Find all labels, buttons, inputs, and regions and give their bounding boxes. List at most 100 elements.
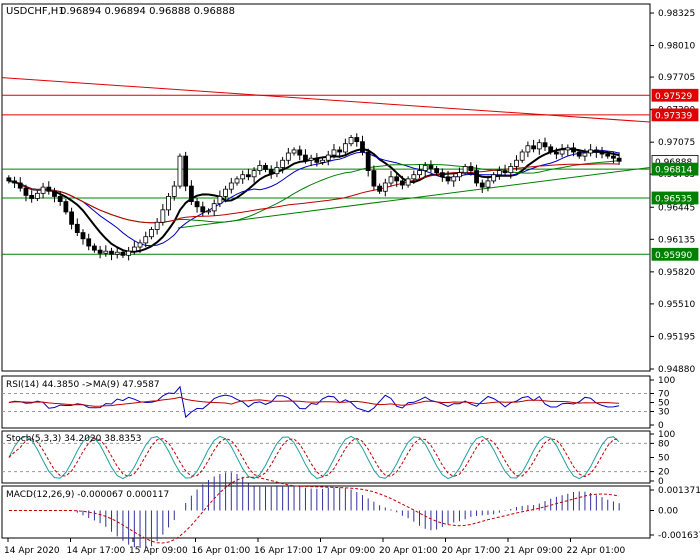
ma-mid-line <box>8 149 620 247</box>
y-tick-label: 80 <box>658 439 670 449</box>
candle-body <box>611 155 616 159</box>
candle-body <box>303 154 308 161</box>
candle-body <box>97 249 103 254</box>
candle-body <box>422 165 428 171</box>
candle-body <box>428 165 434 169</box>
candle-body <box>103 250 109 254</box>
rsi-signal-line <box>8 396 620 407</box>
x-tick-label: 14 Apr 17:00 <box>67 546 126 556</box>
x-tick-label: 17 Apr 09:00 <box>317 546 376 556</box>
price-labels: 0.975290.973390.968880.968140.965350.959… <box>651 88 699 261</box>
y-tick-label: 0.97705 <box>658 73 695 83</box>
candle-body <box>12 180 17 184</box>
y-tick-label: 0.94880 <box>658 365 695 375</box>
candle-body <box>46 186 52 192</box>
candle-body <box>337 149 343 153</box>
ohlc-label: 0.96894 0.96894 0.96888 0.96888 <box>60 6 235 17</box>
candle-body <box>251 170 257 178</box>
macd-signal-line <box>8 476 620 544</box>
y-tick-label: 30 <box>658 408 670 418</box>
candle-body <box>114 251 120 255</box>
candle-body <box>331 149 337 156</box>
candle-body <box>565 147 571 151</box>
candle-body <box>240 174 246 180</box>
candlesticks <box>6 133 622 261</box>
candle-body <box>354 137 360 143</box>
candle-body <box>268 169 274 175</box>
horizontal-level-lines <box>1 77 651 255</box>
candle-body <box>109 250 114 255</box>
candle-body <box>223 188 228 197</box>
candle-body <box>143 236 149 244</box>
stoch-k-line <box>8 435 620 480</box>
candle-body <box>131 246 137 252</box>
macd-panel: 0.001371 0.00 -0.001637 <box>8 472 700 549</box>
candle-body <box>548 146 554 153</box>
candle-body <box>285 152 291 161</box>
candle-body <box>571 147 576 153</box>
candle-body <box>280 159 286 168</box>
y-tick-label: 20 <box>658 468 670 478</box>
y-tick-label: 0.98325 <box>658 9 695 19</box>
candle-body <box>257 165 263 171</box>
rsi-title: RSI(14) 44.3850 ->MA(9) 47.9587 <box>6 380 160 390</box>
candle-body <box>34 192 40 199</box>
candle-body <box>382 182 388 192</box>
candle-body <box>137 242 143 248</box>
candle-body <box>491 174 497 182</box>
y-tick-label: 0.95820 <box>658 268 695 278</box>
candle-body <box>171 185 177 197</box>
ma-red-line <box>8 163 620 224</box>
candle-body <box>434 168 440 174</box>
candle-body <box>588 149 594 154</box>
candle-body <box>63 201 69 213</box>
candle-body <box>308 157 314 161</box>
price-label-box <box>651 191 699 205</box>
candle-body <box>188 185 194 202</box>
x-tick-label: 16 Apr 01:00 <box>192 546 251 556</box>
candle-body <box>234 178 240 184</box>
candle-body <box>177 155 183 187</box>
price-label-text: 0.97529 <box>655 92 692 102</box>
resistance-trendline <box>1 77 651 123</box>
y-tick-label: 100 <box>658 376 675 386</box>
candle-body <box>593 149 599 153</box>
candle-body <box>314 157 320 163</box>
candle-body <box>228 182 234 190</box>
candle-body <box>485 180 491 188</box>
candle-body <box>120 251 126 256</box>
candle-body <box>542 142 548 148</box>
y-tick-label: 100 <box>658 430 675 440</box>
price-label-text: 0.96814 <box>655 166 692 176</box>
candle-body <box>23 187 29 196</box>
price-label-box <box>651 162 699 176</box>
moving-averages <box>8 147 620 253</box>
candle-body <box>92 245 97 251</box>
candle-body <box>320 159 325 163</box>
panel-frame <box>1 485 651 539</box>
candle-body <box>194 201 200 208</box>
candle-body <box>377 185 382 192</box>
candle-body <box>154 221 160 230</box>
candle-body <box>160 209 166 223</box>
candle-body <box>40 186 46 194</box>
y-tick-label: 0.98010 <box>658 42 695 52</box>
candle-body <box>74 223 80 233</box>
candle-body <box>149 229 154 238</box>
candle-body <box>297 149 303 156</box>
price-label-text: 0.96535 <box>655 194 692 204</box>
candle-body <box>405 178 411 186</box>
candle-body <box>291 149 297 154</box>
candle-body <box>360 141 365 153</box>
x-tick-label: 14 Apr 2020 <box>4 546 60 556</box>
candle-body <box>400 180 405 186</box>
candle-body <box>263 165 268 170</box>
support-trendline <box>177 166 651 229</box>
y-tick-label: 50 <box>658 399 670 409</box>
candle-body <box>496 170 502 176</box>
candle-body <box>342 143 348 153</box>
candle-body <box>57 196 63 202</box>
time-axis: 14 Apr 2020 14 Apr 17:00 15 Apr 09:00 16 Ap… <box>4 538 625 556</box>
